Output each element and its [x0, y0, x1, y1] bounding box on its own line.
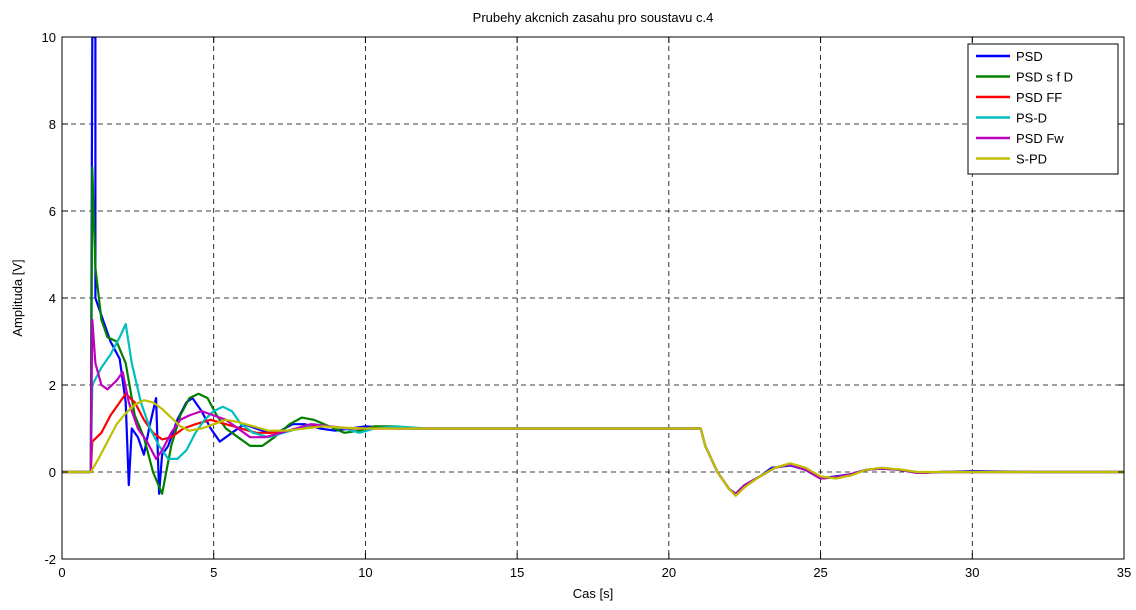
x-tick-label: 35 — [1117, 565, 1131, 580]
x-tick-label: 30 — [965, 565, 979, 580]
series-line-4 — [62, 323, 1124, 495]
legend-label: S-PD — [1016, 152, 1047, 167]
y-tick-label: 6 — [49, 204, 56, 219]
legend-label: PSD — [1016, 49, 1043, 64]
legend-label: PSD FF — [1016, 90, 1062, 105]
legend-box — [967, 43, 1119, 175]
series-line-5 — [62, 318, 1124, 495]
chart-title: Prubehy akcnich zasahu pro soustavu c.4 — [473, 10, 714, 25]
x-tick-label: 0 — [58, 565, 65, 580]
legend-label: PSD Fw — [1016, 131, 1064, 146]
y-tick-label: 4 — [49, 291, 56, 306]
y-tick-label: 8 — [49, 117, 56, 132]
legend: PSD PSD s f D PSD FF PS-D PSD Fw S-PD — [967, 43, 1119, 175]
x-tick-label: 20 — [662, 565, 676, 580]
y-tick-label: 2 — [49, 378, 56, 393]
y-tick-label: 0 — [49, 465, 56, 480]
x-axis-label: Cas [s] — [573, 586, 613, 601]
x-tick-label: 5 — [210, 565, 217, 580]
y-tick-label: -2 — [44, 552, 56, 567]
series-line-1 — [62, 37, 1124, 495]
legend-label: PSD s f D — [1016, 70, 1073, 85]
series-line-2 — [62, 166, 1124, 495]
grid — [62, 37, 1124, 559]
y-tick-label: 10 — [42, 30, 56, 45]
legend-label: PS-D — [1016, 111, 1047, 126]
x-tick-label: 15 — [510, 565, 524, 580]
series-line-6 — [62, 399, 1124, 497]
x-tick-label: 25 — [813, 565, 827, 580]
x-tick-label: 10 — [358, 565, 372, 580]
series-layer — [62, 37, 1124, 497]
y-axis-label: Amplituda [V] — [10, 259, 25, 336]
